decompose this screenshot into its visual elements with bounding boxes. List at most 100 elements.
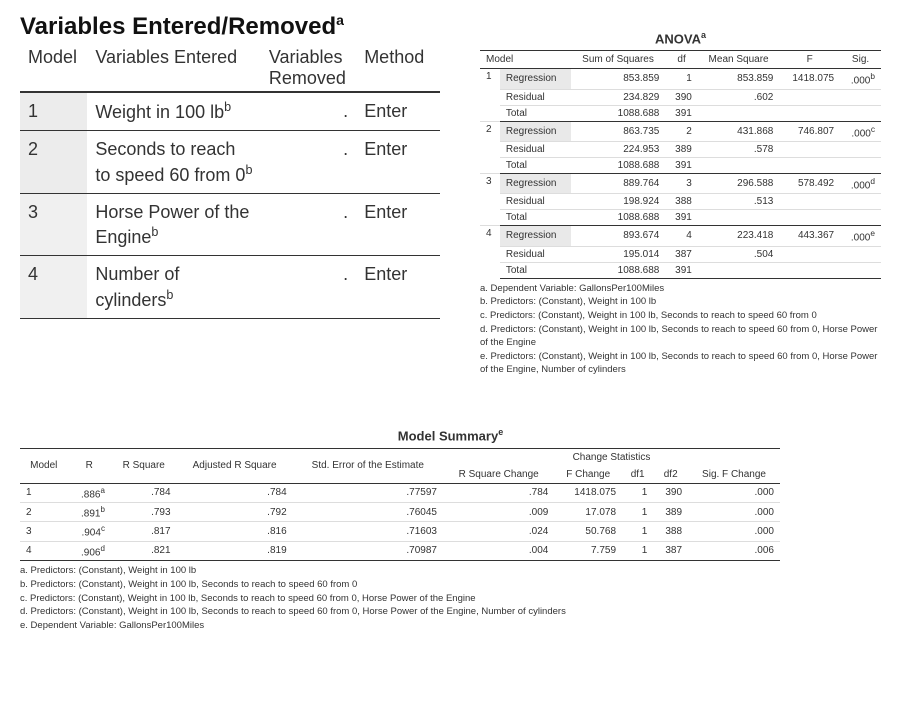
anova-cell-sig: .000e	[840, 226, 881, 246]
msum-cell-df1: 1	[622, 502, 653, 521]
anova-row: Total1088.688391	[480, 262, 881, 278]
ver-h-entered: Variables Entered	[87, 45, 261, 92]
msum-cell-Fc: 50.768	[554, 522, 622, 541]
anova-row: Residual224.953389.578	[480, 141, 881, 157]
anova-cell-lbl: Regression	[500, 173, 571, 193]
msum-cell-df2: 389	[653, 502, 688, 521]
msum-cell-R2c: .004	[443, 541, 554, 560]
anova-footnote: b. Predictors: (Constant), Weight in 100…	[480, 296, 881, 309]
anova-cell-lbl: Total	[500, 105, 571, 121]
anova-cell-ss: 893.674	[571, 226, 666, 246]
msum-cell-R2: .821	[111, 541, 177, 560]
anova-cell-F	[779, 157, 840, 173]
msum-row: 3.904c.817.816.71603.02450.7681388.000	[20, 522, 780, 541]
anova-cell-F: 746.807	[779, 121, 840, 141]
anova-cell-ms: .513	[698, 194, 780, 210]
msum-cell-df2: 388	[653, 522, 688, 541]
msum-cell-see: .70987	[293, 541, 443, 560]
anova-cell-model: 1	[480, 69, 500, 121]
anova-row: Total1088.688391	[480, 210, 881, 226]
msum-cell-Fc: 17.078	[554, 502, 622, 521]
anova-h-df: df	[665, 51, 697, 69]
msum-cell-R2: .784	[111, 483, 177, 502]
msum-h-see: Std. Error of the Estimate	[293, 448, 443, 483]
msum-footnote: c. Predictors: (Constant), Weight in 100…	[20, 593, 780, 606]
msum-cell-R: .891b	[67, 502, 110, 521]
anova-cell-df: 3	[665, 173, 697, 193]
anova-cell-ss: 1088.688	[571, 262, 666, 278]
msum-cell-R: .904c	[67, 522, 110, 541]
ver-cell-method: Enter	[356, 92, 440, 131]
msum-h-R2c: R Square Change	[443, 466, 554, 484]
msum-cell-df1: 1	[622, 483, 653, 502]
msum-h-df1: df1	[622, 466, 653, 484]
anova-cell-df: 391	[665, 262, 697, 278]
anova-cell-F	[779, 89, 840, 105]
msum-title-text: Model Summary	[398, 429, 498, 444]
msum-footnote: a. Predictors: (Constant), Weight in 100…	[20, 565, 780, 578]
anova-title: ANOVAa	[480, 30, 881, 46]
anova-cell-sig	[840, 89, 881, 105]
anova-cell-ms	[698, 262, 780, 278]
anova-title-text: ANOVA	[655, 31, 701, 46]
anova-cell-F	[779, 210, 840, 226]
msum-h-adjR2: Adjusted R Square	[177, 448, 293, 483]
anova-cell-model: 4	[480, 226, 500, 278]
anova-row: 4Regression893.6744223.418443.367.000e	[480, 226, 881, 246]
anova-cell-df: 391	[665, 210, 697, 226]
ver-h-method: Method	[356, 45, 440, 92]
anova-row: Residual198.924388.513	[480, 194, 881, 210]
anova-cell-ms: .504	[698, 246, 780, 262]
anova-row: Residual234.829390.602	[480, 89, 881, 105]
anova-cell-ss: 1088.688	[571, 157, 666, 173]
anova-cell-sig	[840, 194, 881, 210]
msum-cell-df2: 387	[653, 541, 688, 560]
msum-h-group: Change Statistics	[443, 448, 780, 466]
msum-cell-sigFc: .000	[688, 483, 780, 502]
anova-cell-df: 1	[665, 69, 697, 89]
anova-cell-ms: 431.868	[698, 121, 780, 141]
anova-h-sig: Sig.	[840, 51, 881, 69]
anova-cell-ss: 853.859	[571, 69, 666, 89]
msum-cell-sigFc: .006	[688, 541, 780, 560]
msum-cell-R2c: .784	[443, 483, 554, 502]
ver-cell-model: 4	[20, 256, 87, 319]
anova-cell-df: 2	[665, 121, 697, 141]
ver-cell-method: Enter	[356, 193, 440, 256]
msum-cell-model: 3	[20, 522, 67, 541]
anova-footnote: a. Dependent Variable: GallonsPer100Mile…	[480, 283, 881, 296]
msum-cell-adjR2: .784	[177, 483, 293, 502]
msum-h-model: Model	[20, 448, 67, 483]
anova-cell-ss: 198.924	[571, 194, 666, 210]
anova-cell-ms	[698, 210, 780, 226]
ver-cell-removed: .	[261, 256, 356, 319]
ver-h-model: Model	[20, 45, 87, 92]
anova-cell-ms	[698, 157, 780, 173]
msum-cell-sigFc: .000	[688, 522, 780, 541]
anova-cell-ss: 889.764	[571, 173, 666, 193]
ver-table: Model Variables Entered Variables Remove…	[20, 45, 440, 319]
msum-row: 4.906d.821.819.70987.0047.7591387.006	[20, 541, 780, 560]
anova-footnote: e. Predictors: (Constant), Weight in 100…	[480, 351, 881, 377]
anova-table: Model Sum of Squares df Mean Square F Si…	[480, 50, 881, 278]
ver-cell-entered: Weight in 100 lbb	[87, 92, 261, 131]
anova-cell-F: 578.492	[779, 173, 840, 193]
anova-row: 2Regression863.7352431.868746.807.000c	[480, 121, 881, 141]
anova-cell-df: 387	[665, 246, 697, 262]
msum-title: Model Summarye	[20, 427, 881, 443]
msum-h-df2: df2	[653, 466, 688, 484]
msum-cell-adjR2: .792	[177, 502, 293, 521]
ver-title: Variables Entered/Removeda	[20, 12, 440, 41]
msum-cell-R2c: .024	[443, 522, 554, 541]
anova-cell-ss: 863.735	[571, 121, 666, 141]
msum-cell-R2: .817	[111, 522, 177, 541]
msum-cell-model: 2	[20, 502, 67, 521]
anova-cell-ms: 296.588	[698, 173, 780, 193]
msum-cell-df2: 390	[653, 483, 688, 502]
anova-cell-lbl: Residual	[500, 246, 571, 262]
anova-cell-df: 388	[665, 194, 697, 210]
anova-cell-lbl: Regression	[500, 69, 571, 89]
msum-cell-sigFc: .000	[688, 502, 780, 521]
msum-row: 1.886a.784.784.77597.7841418.0751390.000	[20, 483, 780, 502]
msum-cell-R2c: .009	[443, 502, 554, 521]
